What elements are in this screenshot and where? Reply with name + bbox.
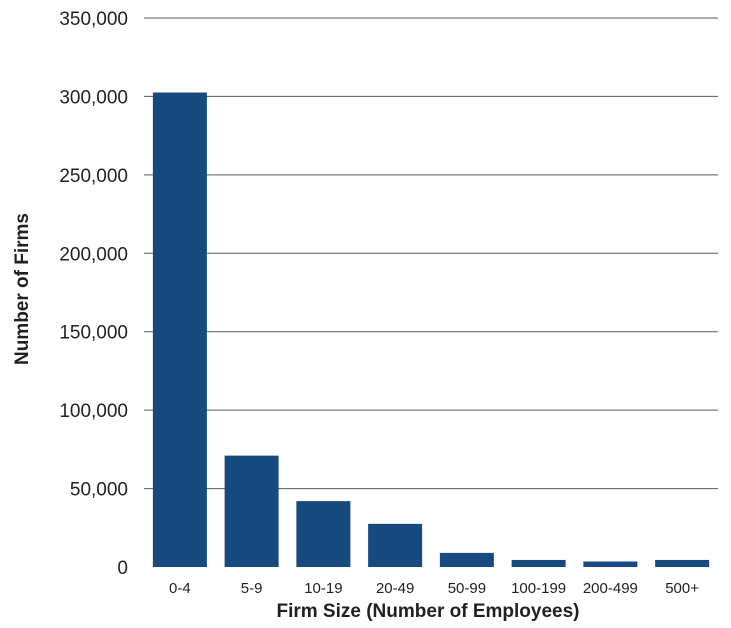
y-tick-label: 250,000 [59,166,128,187]
x-tick-labels: 0-4 5-9 10-19 20-49 50-99 100-199 200-499 500+ [169,580,699,597]
gridlines [144,17,718,490]
x-tick-label: 100-199 [511,580,566,597]
bar-20-49 [368,523,423,567]
y-tick-label: 300,000 [59,87,128,108]
y-tick-label: 200,000 [59,244,128,265]
x-axis-title: Firm Size (Number of Employees) [276,601,579,622]
y-tick-label: 350,000 [59,9,128,30]
x-tick-label: 500+ [665,580,699,597]
x-tick-label: 10-19 [304,580,342,597]
y-tick-label: 50,000 [70,480,128,501]
y-tick-label: 0 [117,558,128,579]
x-tick-label: 200-499 [583,580,638,597]
bars [152,92,710,567]
x-tick-label: 5-9 [241,580,263,597]
y-tick-label: 150,000 [59,323,128,344]
bar-200-499 [583,561,638,567]
bar-10-19 [296,501,351,567]
y-tick-label: 100,000 [59,401,128,422]
y-tick-labels: 0 50,000 100,000 150,000 200,000 250,000 300,0… [59,9,128,579]
bar-50-99 [439,552,494,567]
x-tick-label: 20-49 [376,580,414,597]
bar-5-9 [224,455,279,567]
x-tick-label: 50-99 [448,580,486,597]
bar-0-4 [152,92,207,567]
bar-100-199 [511,559,566,567]
y-axis-title: Number of Firms [12,213,33,365]
x-tick-label: 0-4 [169,580,191,597]
bar-500+ [655,559,710,567]
